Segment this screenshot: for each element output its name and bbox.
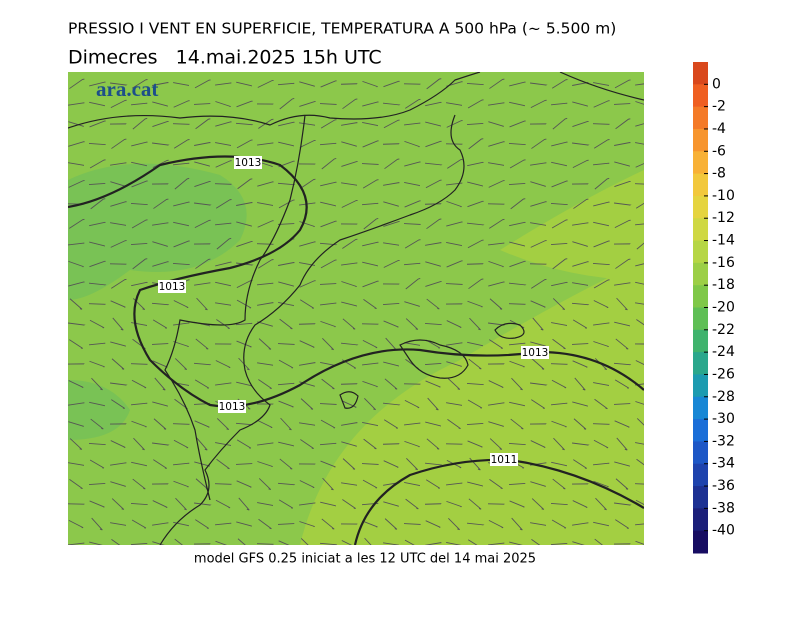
colorbar-swatch (693, 62, 708, 85)
colorbar-tick-label: -28 (712, 389, 735, 405)
colorbar-swatch (693, 151, 708, 174)
colorbar-tick-label: -40 (712, 523, 735, 539)
colorbar-swatch (693, 107, 708, 130)
footer: model GFS 0.25 iniciat a les 12 UTC del … (194, 552, 536, 567)
logo: ara.cat (96, 77, 158, 101)
colorbar-tick-label: -24 (712, 344, 735, 360)
subtitle: Dimecres 14.mai.2025 15h UTC (68, 47, 382, 69)
wind-barb (467, 264, 483, 265)
colorbar-swatch (693, 486, 708, 509)
isobar-label: 1013 (159, 281, 186, 293)
wind-barb (404, 84, 420, 85)
colorbar-tick-label: -8 (712, 166, 726, 182)
wind-barb (341, 384, 357, 385)
colorbar-swatch (693, 263, 708, 286)
colorbar-swatch (693, 441, 708, 464)
wind-barb (383, 444, 399, 445)
colorbar-swatch (693, 196, 708, 219)
wind-barb (383, 144, 399, 145)
colorbar-tick-label: -20 (712, 300, 735, 316)
colorbar-swatch (693, 352, 708, 375)
colorbar: 0 -2 -4 -6 -8 -10 -12 -14 -16 -18 -20 -22 -24 -26 -28 -… (693, 62, 735, 554)
wind-barb (110, 264, 126, 265)
isobar-label: 1011 (491, 454, 518, 466)
colorbar-tick-label: -6 (712, 143, 726, 159)
colorbar-swatch (693, 374, 708, 397)
colorbar-tick-label: -36 (712, 478, 735, 494)
wind-barb (530, 264, 546, 265)
wind-barb (362, 324, 378, 325)
colorbar-tick-label: -34 (712, 456, 735, 472)
colorbar-swatch (693, 174, 708, 197)
colorbar-tick-label: 0 (712, 76, 721, 92)
wind-barb (488, 504, 504, 505)
colorbar-swatch (693, 218, 708, 241)
colorbar-swatch (693, 285, 708, 308)
wind-barb (404, 384, 420, 385)
colorbar-tick-label: -10 (712, 188, 735, 204)
colorbar-swatch (693, 419, 708, 442)
colorbar-tick-label: -18 (712, 277, 735, 293)
colorbar-tick-label: -30 (712, 411, 735, 427)
colorbar-tick-label: -12 (712, 210, 735, 226)
colorbar-tick-label: -16 (712, 255, 735, 271)
wind-barb (341, 84, 357, 85)
colorbar-tick-label: -32 (712, 433, 735, 449)
wind-barb (68, 504, 84, 505)
map: 1013 1013 1013 1013 1011 (68, 72, 652, 550)
wind-barb (425, 204, 441, 205)
colorbar-swatch (693, 397, 708, 420)
colorbar-tick-label: -26 (712, 366, 735, 382)
isobar-label: 1013 (522, 347, 549, 359)
colorbar-tick-label: -38 (712, 500, 735, 516)
isobar-label: 1013 (219, 401, 246, 413)
colorbar-swatch (693, 129, 708, 152)
colorbar-tick-label: -4 (712, 121, 726, 137)
title: PRESSIO I VENT EN SUPERFICIE, TEMPERATUR… (68, 20, 616, 38)
wind-barb (446, 444, 462, 445)
colorbar-swatch (693, 330, 708, 353)
colorbar-tick-label: -22 (712, 322, 735, 338)
colorbar-tick-label: -2 (712, 99, 726, 115)
colorbar-swatch (693, 308, 708, 331)
colorbar-swatch (693, 84, 708, 107)
wind-barb (425, 504, 441, 505)
colorbar-swatch (693, 508, 708, 531)
colorbar-swatch (693, 531, 708, 554)
colorbar-swatch (693, 241, 708, 264)
colorbar-tick-label: -14 (712, 233, 735, 249)
wind-barb (299, 324, 315, 325)
colorbar-swatch (693, 464, 708, 487)
wind-barb (488, 204, 504, 205)
isobar-label: 1013 (235, 157, 262, 169)
